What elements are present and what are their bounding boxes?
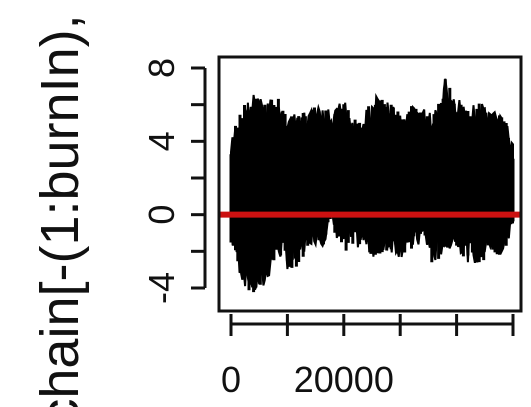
plot-frame-layer (217, 55, 523, 313)
x-tick-label: 0 (221, 359, 241, 400)
y-tick-label: 4 (141, 131, 182, 151)
x-tick-label: 20000 (294, 359, 394, 400)
x-axis: 0 20000 (221, 314, 515, 400)
trace-line (229, 79, 515, 293)
y-axis: -4 0 4 8 (141, 58, 207, 304)
trace-series (229, 78, 515, 293)
y-tick-label: 0 (141, 205, 182, 225)
y-tick-label: 8 (141, 58, 182, 78)
plot-frame (217, 55, 523, 313)
y-tick-label: -4 (141, 272, 182, 304)
y-axis-title: chain[-(1:burnIn), 2] (30, 0, 90, 407)
